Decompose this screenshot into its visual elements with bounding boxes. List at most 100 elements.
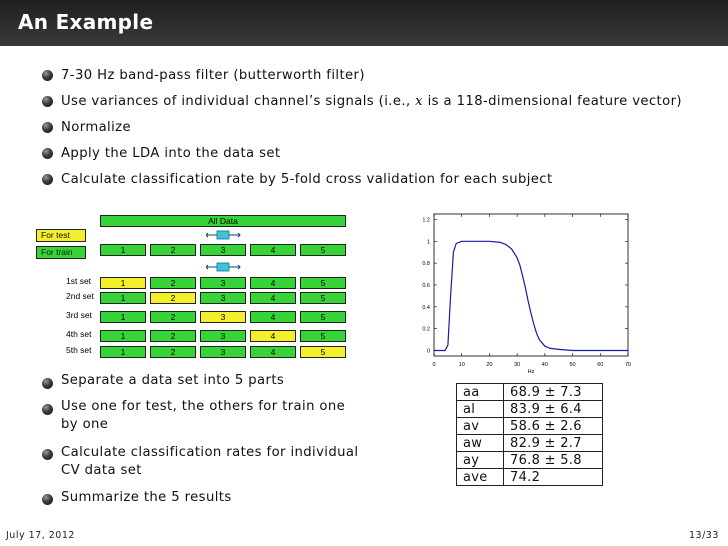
y-tick-label: 0.2 xyxy=(422,327,430,333)
split-arrow-icon xyxy=(206,262,241,272)
rate-cell: 76.8 ± 5.8 xyxy=(503,451,603,469)
subject-cell: al xyxy=(456,400,504,418)
bullet-icon xyxy=(42,378,53,389)
bullet-icon xyxy=(42,494,53,505)
x-tick-label: 40 xyxy=(542,362,548,368)
train-part-cell: 1 xyxy=(100,346,146,358)
for-train-tag: For train xyxy=(36,246,86,259)
bullet-text: CV data set xyxy=(61,463,142,478)
bullet-icon xyxy=(42,174,53,185)
y-tick-label: 0.6 xyxy=(422,283,430,289)
x-tick-label: 50 xyxy=(570,362,576,368)
set-label: 3rd set xyxy=(66,310,92,320)
response-curve xyxy=(434,240,628,352)
bullet-text: Separate a data set into 5 parts xyxy=(61,373,285,388)
frequency-response-chart: 0 10 20 30 40 50 60 70 0 0.2 0.4 0.6 0.8 1 1.2 Hz xyxy=(422,213,631,375)
x-tick-label: 10 xyxy=(459,362,465,368)
subject-cell: av xyxy=(456,417,504,435)
train-part-cell: 2 xyxy=(150,346,196,358)
table-row: aa 68.9 ± 7.3 xyxy=(456,383,603,401)
x-tick-label: 0 xyxy=(432,362,435,368)
all-data-bar: All Data xyxy=(100,215,346,227)
train-part-cell: 5 xyxy=(300,277,346,289)
test-part-cell: 2 xyxy=(150,292,196,304)
train-part-cell: 4 xyxy=(250,277,296,289)
y-tick-label: 1.2 xyxy=(422,217,430,223)
train-part-cell: 1 xyxy=(100,330,146,342)
train-part-cell: 5 xyxy=(300,311,346,323)
subject-cell: ave xyxy=(456,468,504,486)
test-part-cell: 4 xyxy=(250,330,296,342)
rate-cell: 68.9 ± 7.3 xyxy=(503,383,603,401)
test-part-cell: 3 xyxy=(200,311,246,323)
rate-cell: 83.9 ± 6.4 xyxy=(503,400,603,418)
train-part-cell: 3 xyxy=(200,292,246,304)
rate-cell: 58.6 ± 2.6 xyxy=(503,417,603,435)
rate-cell: 82.9 ± 2.7 xyxy=(503,434,603,452)
train-part-cell: 1 xyxy=(100,311,146,323)
part-cell: 4 xyxy=(250,244,296,256)
table-row: aw 82.9 ± 2.7 xyxy=(456,434,603,452)
subject-cell: ay xyxy=(456,451,504,469)
bullet-text: by one xyxy=(61,417,109,432)
slide-title: An Example xyxy=(18,10,154,34)
train-part-cell: 3 xyxy=(200,346,246,358)
x-tick-label: 70 xyxy=(625,362,631,368)
table-row: ay 76.8 ± 5.8 xyxy=(456,451,603,469)
y-tick-label: 1 xyxy=(427,239,430,245)
test-part-cell: 5 xyxy=(300,346,346,358)
table-row: ave 74.2 xyxy=(456,468,603,486)
bullet-icon xyxy=(42,449,53,460)
bullet-icon xyxy=(42,404,53,415)
bullet-icon xyxy=(42,148,53,159)
bullet-text: Use variances of individual channel’s si… xyxy=(61,94,682,109)
part-cell: 3 xyxy=(200,244,246,256)
train-part-cell: 5 xyxy=(300,292,346,304)
split-arrow-icon xyxy=(206,230,241,240)
plot-frame xyxy=(433,213,629,357)
train-part-cell: 4 xyxy=(250,292,296,304)
train-part-cell: 4 xyxy=(250,311,296,323)
subject-cell: aw xyxy=(456,434,504,452)
set-label: 1st set xyxy=(66,276,92,286)
table-row: av 58.6 ± 2.6 xyxy=(456,417,603,435)
bullet-text: Apply the LDA into the data set xyxy=(61,146,281,161)
part-cell: 1 xyxy=(100,244,146,256)
train-part-cell: 3 xyxy=(200,277,246,289)
bullet-icon xyxy=(42,96,53,107)
rate-cell: 74.2 xyxy=(503,468,603,486)
x-tick-label: 30 xyxy=(514,362,520,368)
set-label: 4th set xyxy=(66,329,92,339)
bullet-text: 7-30 Hz band-pass filter (butterworth fi… xyxy=(61,68,365,83)
subject-cell: aa xyxy=(456,383,504,401)
x-axis-label: Hz xyxy=(528,369,535,375)
bullet-text: Calculate classification rates for indiv… xyxy=(61,445,359,460)
y-tick-label: 0.4 xyxy=(422,305,430,311)
set-label: 5th set xyxy=(66,345,92,355)
part-cell: 2 xyxy=(150,244,196,256)
train-part-cell: 2 xyxy=(150,311,196,323)
part-cell: 5 xyxy=(300,244,346,256)
bullet-icon xyxy=(42,70,53,81)
set-label: 2nd set xyxy=(66,291,94,301)
footer-page-number: 13/33 xyxy=(689,530,719,541)
y-tick-label: 0.8 xyxy=(422,261,430,267)
y-tick-label: 0 xyxy=(427,349,430,355)
bullet-icon xyxy=(42,122,53,133)
test-part-cell: 1 xyxy=(100,277,146,289)
train-part-cell: 5 xyxy=(300,330,346,342)
bullet-text: Use one for test, the others for train o… xyxy=(61,399,346,414)
train-part-cell: 2 xyxy=(150,277,196,289)
train-part-cell: 2 xyxy=(150,330,196,342)
x-tick-label: 60 xyxy=(597,362,603,368)
for-test-tag: For test xyxy=(36,229,86,242)
x-tick-label: 20 xyxy=(486,362,492,368)
footer-date: July 17, 2012 xyxy=(6,530,75,541)
train-part-cell: 3 xyxy=(200,330,246,342)
table-row: al 83.9 ± 6.4 xyxy=(456,400,603,418)
bullet-text: Calculate classification rate by 5-fold … xyxy=(61,172,553,187)
train-part-cell: 1 xyxy=(100,292,146,304)
title-bar: An Example xyxy=(0,0,728,46)
train-part-cell: 4 xyxy=(250,346,296,358)
bullet-text: Normalize xyxy=(61,120,132,135)
